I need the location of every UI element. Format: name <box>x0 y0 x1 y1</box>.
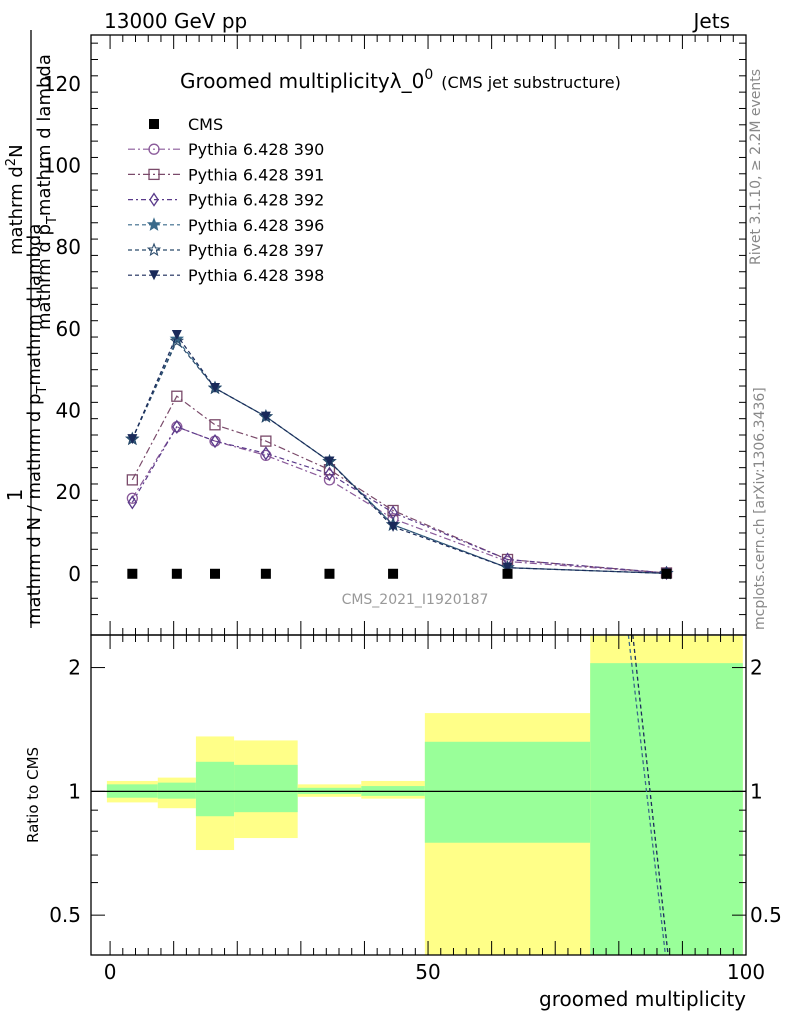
series-point <box>171 330 182 340</box>
rivet-label: Rivet 3.1.10, ≥ 2.2M events <box>748 69 764 265</box>
legend: CMS Pythia 6.428 390 Pythia 6.428 391 Pythi… <box>128 115 324 285</box>
data-point <box>388 568 399 579</box>
ylabel-num: mathrm d2N <box>4 144 27 255</box>
data-point <box>502 568 513 579</box>
legend-label: Pythia 6.428 397 <box>188 241 324 260</box>
header-jets: Jets <box>692 9 730 33</box>
ratio-y-tick-label-right: 2 <box>750 656 763 680</box>
ylabel-num2: mathrm d pTmathrm d lambda <box>34 54 60 330</box>
legend-marker <box>148 143 160 155</box>
series-point <box>324 466 335 481</box>
legend-label: Pythia 6.428 390 <box>188 140 324 159</box>
data-point <box>171 568 182 579</box>
series-line <box>131 426 667 574</box>
series-point <box>209 419 221 431</box>
y-tick-label: 80 <box>56 235 81 259</box>
x-tick-label: 50 <box>415 960 440 984</box>
series-point <box>126 474 138 486</box>
ratio-y-tick-label: 2 <box>68 656 81 680</box>
series-line <box>131 395 667 574</box>
ratio-plot: 0.5 0.5 1 1 2 2 0 50 100 <box>49 634 782 984</box>
y-tick-label: 100 <box>43 154 81 178</box>
data-point <box>260 568 271 579</box>
series-point <box>210 433 220 449</box>
watermark: CMS_2021_I1920187 <box>342 592 489 608</box>
ratio-y-tick-label-right: 0.5 <box>750 903 782 927</box>
y-tick-label: 120 <box>43 72 81 96</box>
series-3 <box>125 331 674 580</box>
y-tick-label: 60 <box>56 317 81 341</box>
series-0 <box>126 421 673 579</box>
chart-title: Groomed multiplicityλ_00 (CMS jet substru… <box>180 67 621 93</box>
ratio-y-tick-label-right: 1 <box>750 779 763 803</box>
x-tick-label: 100 <box>727 960 765 984</box>
green-band <box>424 741 591 843</box>
legend-label: Pythia 6.428 398 <box>188 266 324 285</box>
ratio-y-tick-label: 0.5 <box>49 903 81 927</box>
ratio-line <box>627 635 667 955</box>
green-band <box>157 782 196 799</box>
legend-label: CMS <box>188 115 223 134</box>
green-band <box>234 764 298 813</box>
series-point <box>260 435 272 447</box>
series-5 <box>127 330 672 579</box>
ratio-y-tick-label: 1 <box>68 779 81 803</box>
legend-label: Pythia 6.428 392 <box>188 191 324 210</box>
legend-marker <box>146 242 162 257</box>
series-line <box>131 333 667 574</box>
green-band <box>590 663 743 955</box>
x-tick-label: 0 <box>104 960 117 984</box>
series-point <box>260 411 271 422</box>
series-point <box>502 562 513 573</box>
y-tick-label: 0 <box>68 562 81 586</box>
legend-marker <box>149 192 159 207</box>
legend-marker <box>146 217 162 231</box>
ratio-bands <box>91 635 746 955</box>
series-point <box>388 521 399 532</box>
series-point <box>210 383 221 394</box>
legend-marker <box>148 168 160 181</box>
legend-label: Pythia 6.428 396 <box>188 216 324 235</box>
main-plot: 0 20 40 60 80 100 120 Groomed multiplicityλ_00(… <box>43 34 747 636</box>
series-point <box>172 419 182 435</box>
data-point <box>127 568 138 579</box>
header-energy: 13000 GeV pp <box>104 9 247 33</box>
x-axis-label: groomed multiplicity <box>539 987 746 1011</box>
legend-marker <box>149 270 159 281</box>
y-tick-label: 20 <box>56 480 81 504</box>
data-point <box>324 568 335 579</box>
series-point <box>324 456 335 467</box>
series-line <box>131 426 667 574</box>
series-point <box>127 434 138 445</box>
legend-marker <box>149 119 159 129</box>
series-point <box>171 390 183 402</box>
main-ylabel: 1 mathrm d N / mathrm d pTmathrm d lambd… <box>3 30 60 628</box>
legend-label: Pythia 6.428 391 <box>188 165 324 184</box>
series-point <box>169 333 185 348</box>
ylabel-den: mathrm d N / mathrm d pTmathrm d lambda <box>24 224 50 625</box>
green-band <box>195 761 235 817</box>
ratio-frame <box>90 634 747 956</box>
series-point <box>127 495 138 510</box>
series-point <box>126 492 138 504</box>
series-point <box>261 446 271 461</box>
series-line <box>131 339 667 574</box>
data-point <box>210 568 221 579</box>
series-2 <box>127 419 672 581</box>
ylabel-one: 1 <box>3 489 27 502</box>
ratio-ylabel: Ratio to CMS <box>24 747 42 843</box>
ratio-line <box>632 635 669 955</box>
series-4 <box>125 333 674 580</box>
series-1 <box>126 390 673 579</box>
mcplots-label: mcplots.cern.ch [arXiv:1306.3436] <box>752 387 768 630</box>
y-tick-label: 40 <box>56 399 81 423</box>
series-line <box>131 337 667 574</box>
data-point <box>661 568 672 579</box>
